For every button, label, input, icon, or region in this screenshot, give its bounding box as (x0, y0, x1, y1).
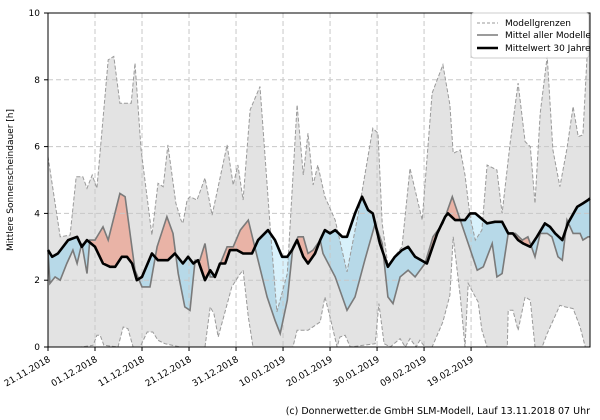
y-tick-label: 0 (34, 343, 40, 353)
fills-layer (48, 29, 590, 347)
upper-bound-line (47, 29, 591, 313)
legend: Modellgrenzen Mittel aller Modelle Mitte… (470, 12, 591, 59)
copyright-credit: (c) Donnerwetter.de GmbH SLM-Modell, Lau… (285, 406, 590, 417)
x-tick-label: 30.01.2019 (332, 355, 382, 390)
x-tick-label: 21.11.2018 (3, 355, 53, 390)
lower-bound-line (48, 236, 590, 348)
lines-layer (46, 29, 591, 348)
model-range-band (48, 29, 590, 347)
x-tick-label: 09.02.2019 (379, 355, 429, 390)
y-tick-label: 6 (34, 143, 40, 153)
x-tick-label: 11.12.2018 (97, 355, 147, 390)
climate-mean-line (46, 195, 591, 282)
x-tick-label: 21.12.2018 (144, 355, 194, 390)
above-normal-fill (48, 193, 590, 281)
y-tick-label: 2 (34, 276, 40, 286)
legend-box (470, 12, 590, 59)
legend-label-climate: Mittelwert 30 Jahre (505, 44, 591, 54)
model-mean-line (47, 192, 590, 337)
x-tick-label: 20.01.2019 (285, 355, 335, 390)
x-tick-label: 19.02.2019 (426, 355, 476, 390)
legend-label-bounds: Modellgrenzen (505, 19, 571, 29)
plot-frame (47, 12, 591, 348)
y-tick-label: 10 (29, 9, 41, 19)
y-tick-label: 8 (34, 76, 40, 86)
y-axis-label: Mittlere Sonnenscheindauer [h] (6, 109, 16, 251)
x-tick-label: 31.12.2018 (191, 355, 241, 390)
y-tick-label: 4 (34, 209, 40, 219)
x-tick-label: 01.12.2018 (50, 355, 100, 390)
legend-label-mean: Mittel aller Modelle (505, 31, 591, 41)
x-tick-label: 10.01.2019 (238, 355, 288, 390)
